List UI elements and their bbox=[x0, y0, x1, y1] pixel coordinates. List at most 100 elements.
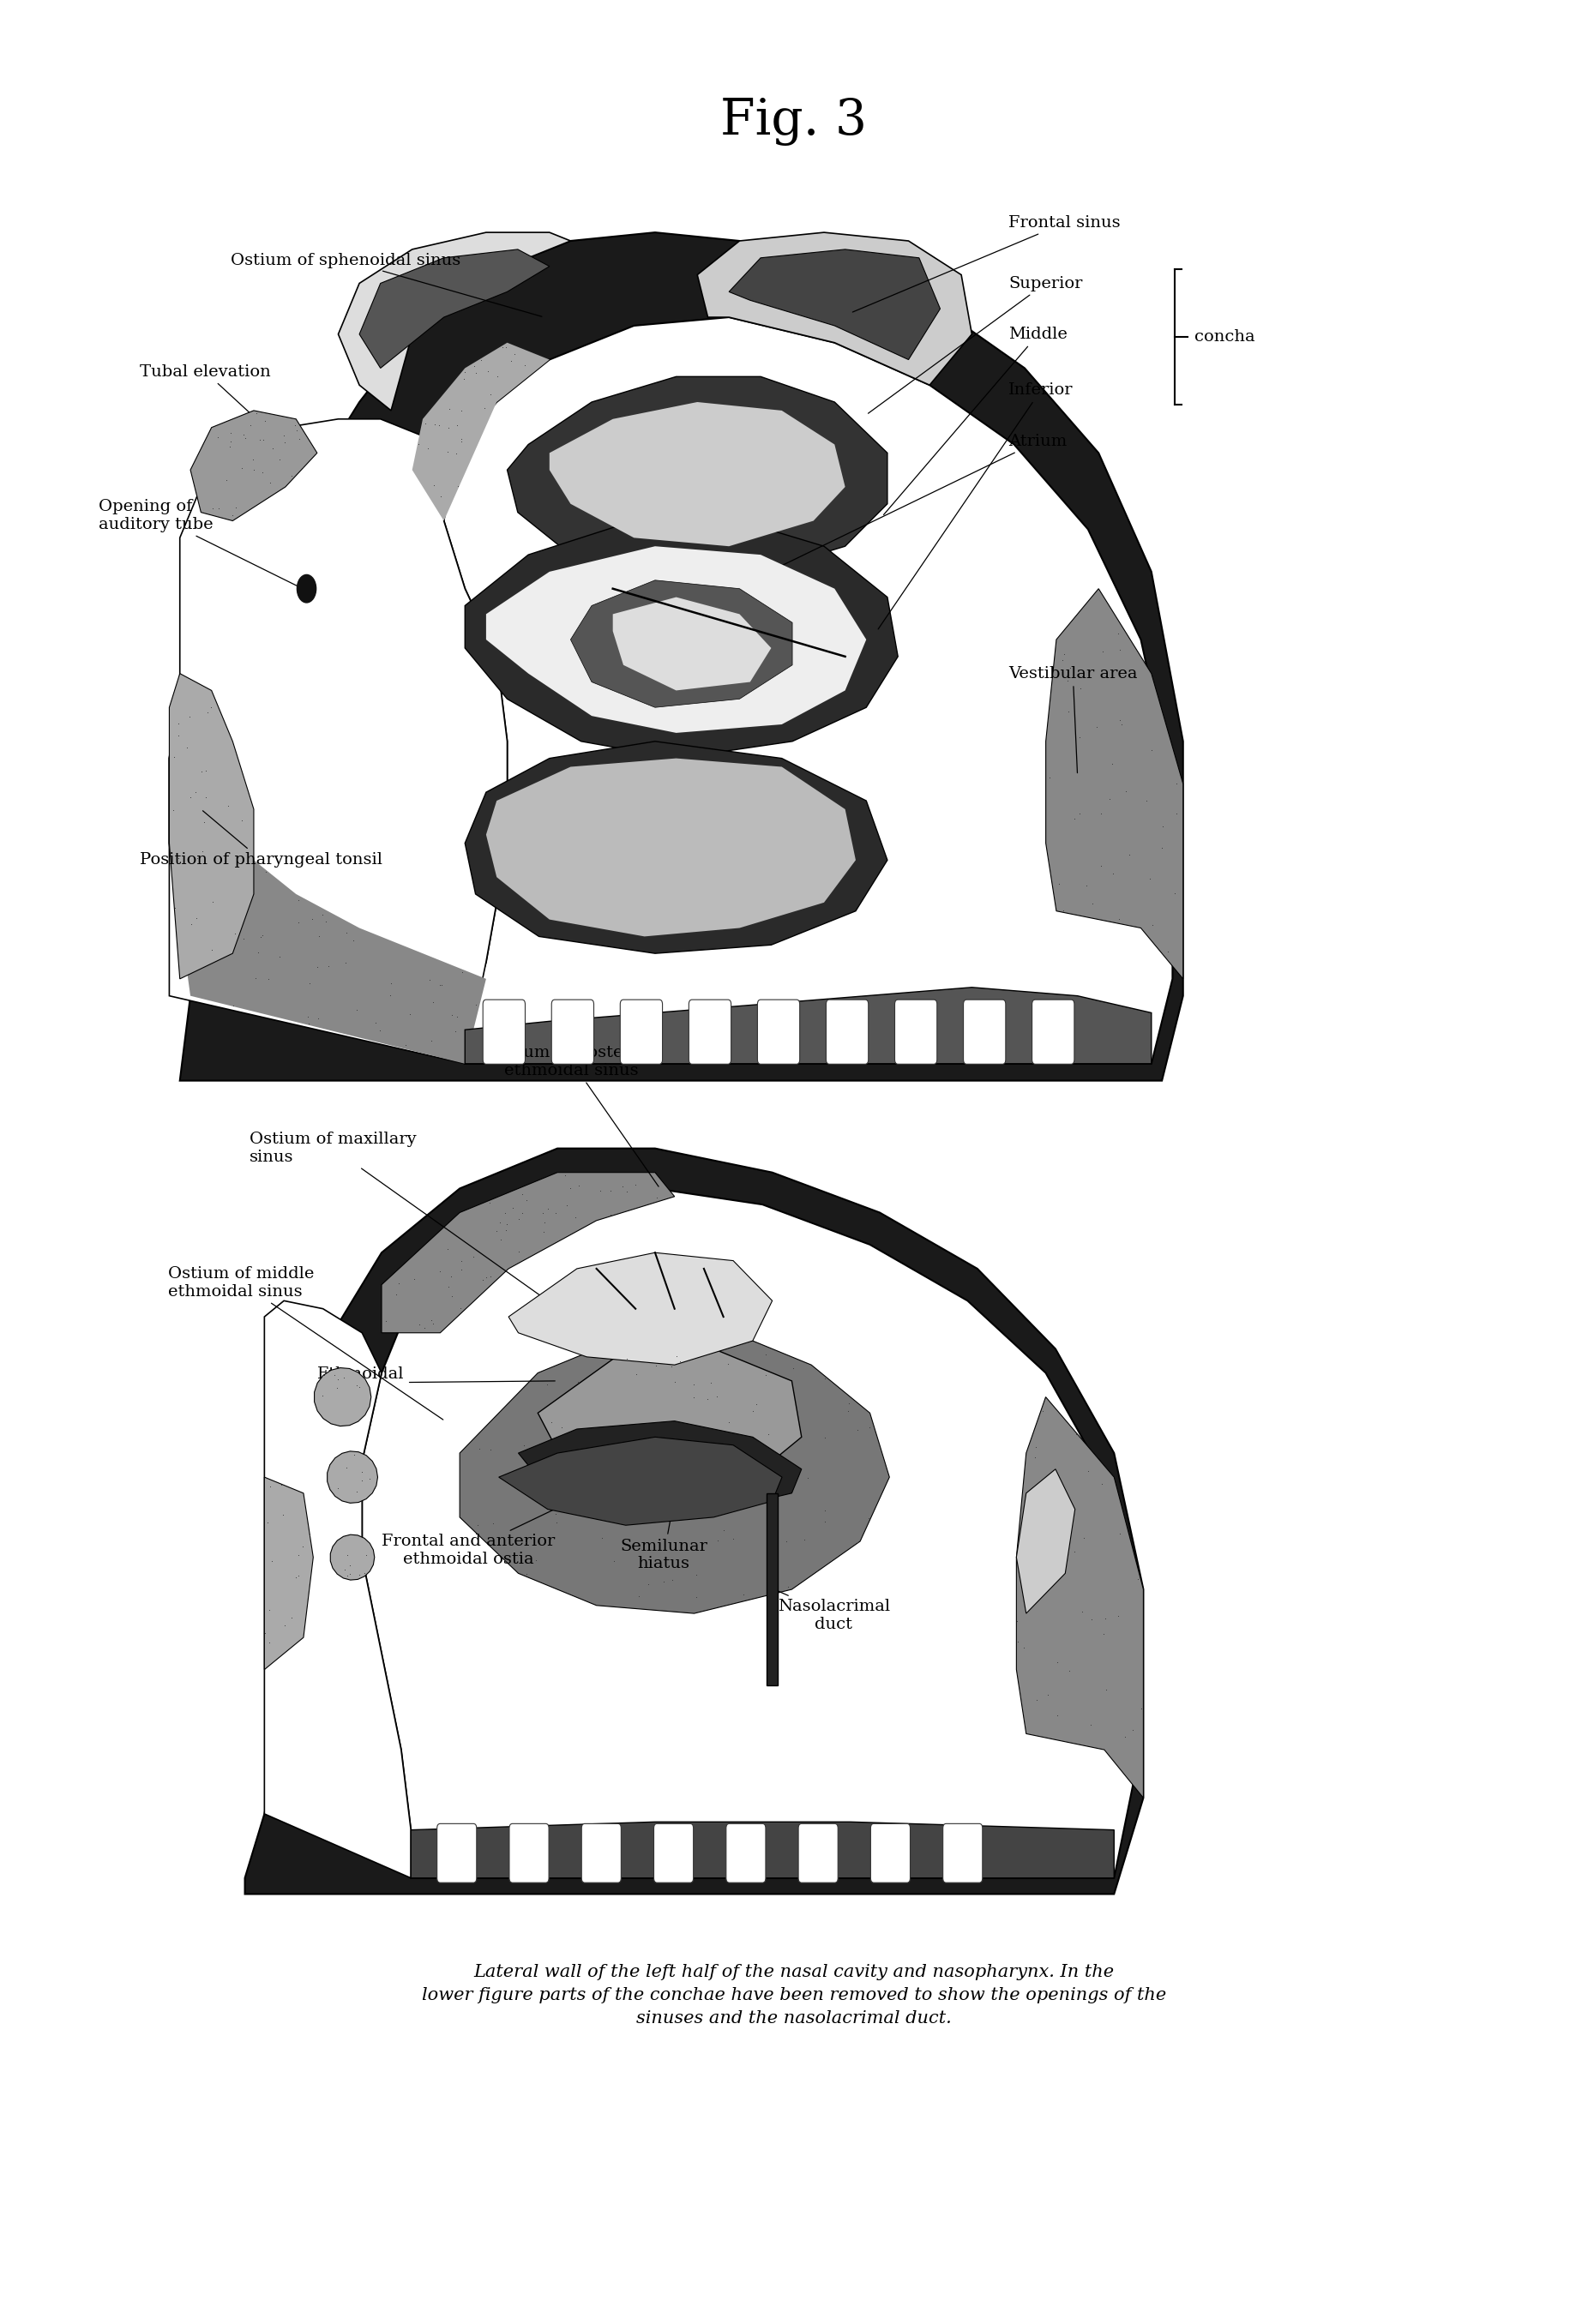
Point bbox=[626, 1478, 651, 1515]
Point bbox=[522, 1541, 548, 1578]
Point bbox=[378, 976, 403, 1013]
Point bbox=[324, 1369, 349, 1406]
Point bbox=[167, 839, 192, 876]
Point bbox=[435, 432, 461, 469]
Point bbox=[1085, 709, 1110, 746]
Point bbox=[796, 1459, 821, 1497]
Point bbox=[1150, 809, 1175, 846]
Polygon shape bbox=[314, 1369, 372, 1427]
Point bbox=[186, 823, 211, 860]
Text: Position of pharyngeal tonsil: Position of pharyngeal tonsil bbox=[140, 811, 383, 867]
Point bbox=[343, 992, 368, 1030]
Point bbox=[510, 1195, 535, 1232]
Point bbox=[333, 944, 359, 981]
Text: Superior: Superior bbox=[869, 277, 1083, 414]
Polygon shape bbox=[264, 1478, 313, 1669]
Point bbox=[484, 358, 510, 395]
Point bbox=[254, 853, 279, 890]
Point bbox=[419, 1301, 445, 1339]
Point bbox=[241, 451, 267, 488]
Point bbox=[386, 1264, 411, 1301]
FancyBboxPatch shape bbox=[894, 999, 937, 1064]
Point bbox=[256, 1624, 281, 1662]
Point bbox=[251, 421, 276, 458]
Point bbox=[427, 967, 453, 1004]
Point bbox=[1050, 892, 1075, 930]
Point bbox=[626, 1578, 651, 1615]
Point bbox=[624, 1355, 649, 1392]
Point bbox=[326, 1362, 351, 1399]
Point bbox=[769, 1476, 794, 1513]
Point bbox=[1062, 1534, 1088, 1571]
Point bbox=[291, 449, 316, 486]
Point bbox=[589, 1520, 615, 1557]
Point bbox=[332, 1552, 357, 1590]
Point bbox=[1164, 765, 1189, 802]
Point bbox=[845, 1525, 870, 1562]
Point bbox=[257, 465, 283, 502]
Point bbox=[310, 1376, 335, 1413]
Point bbox=[635, 1566, 661, 1604]
Point bbox=[475, 353, 500, 390]
Point bbox=[218, 414, 243, 451]
Point bbox=[1162, 874, 1188, 911]
Point bbox=[178, 906, 203, 944]
Point bbox=[272, 423, 297, 460]
Point bbox=[1012, 1629, 1037, 1666]
Point bbox=[622, 1167, 648, 1204]
Point bbox=[213, 460, 238, 497]
Point bbox=[286, 1557, 311, 1594]
Polygon shape bbox=[170, 725, 486, 1064]
Point bbox=[248, 421, 273, 458]
Point bbox=[230, 416, 256, 453]
Point bbox=[221, 497, 246, 535]
Point bbox=[198, 688, 224, 725]
Point bbox=[270, 1497, 295, 1534]
Polygon shape bbox=[507, 376, 888, 581]
Point bbox=[708, 1448, 734, 1485]
Point bbox=[588, 1174, 613, 1211]
Point bbox=[699, 1364, 724, 1401]
Point bbox=[765, 1487, 791, 1525]
FancyBboxPatch shape bbox=[964, 999, 1005, 1064]
Point bbox=[1107, 702, 1132, 739]
Point bbox=[664, 1336, 689, 1373]
Point bbox=[1035, 1676, 1061, 1713]
FancyBboxPatch shape bbox=[437, 1824, 476, 1882]
Point bbox=[1107, 632, 1132, 669]
Point bbox=[484, 1213, 510, 1250]
Point bbox=[645, 1178, 670, 1215]
Point bbox=[178, 779, 203, 816]
Point bbox=[683, 1578, 708, 1615]
Point bbox=[1023, 1439, 1048, 1476]
Polygon shape bbox=[465, 521, 897, 758]
Point bbox=[615, 1174, 640, 1211]
Point bbox=[651, 1562, 676, 1599]
Point bbox=[252, 402, 278, 439]
Point bbox=[256, 960, 281, 997]
Point bbox=[418, 962, 443, 999]
Point bbox=[445, 999, 470, 1037]
Point bbox=[637, 1364, 662, 1401]
Point bbox=[711, 1511, 737, 1548]
Point bbox=[753, 1336, 778, 1373]
Point bbox=[198, 937, 224, 974]
FancyBboxPatch shape bbox=[510, 1824, 549, 1882]
Point bbox=[297, 1518, 322, 1555]
Point bbox=[653, 1343, 678, 1380]
Point bbox=[362, 1004, 387, 1041]
Point bbox=[272, 416, 297, 453]
Point bbox=[710, 1466, 735, 1504]
FancyBboxPatch shape bbox=[799, 1824, 838, 1882]
Point bbox=[643, 1346, 669, 1383]
Point bbox=[341, 923, 367, 960]
Point bbox=[1040, 1473, 1066, 1511]
Point bbox=[384, 1276, 410, 1313]
Point bbox=[183, 797, 208, 834]
Point bbox=[421, 983, 446, 1020]
Point bbox=[164, 758, 189, 795]
Text: Ostium of middle
ethmoidal sinus: Ostium of middle ethmoidal sinus bbox=[168, 1267, 443, 1420]
Point bbox=[200, 490, 225, 528]
Polygon shape bbox=[549, 402, 845, 546]
Point bbox=[189, 932, 214, 969]
